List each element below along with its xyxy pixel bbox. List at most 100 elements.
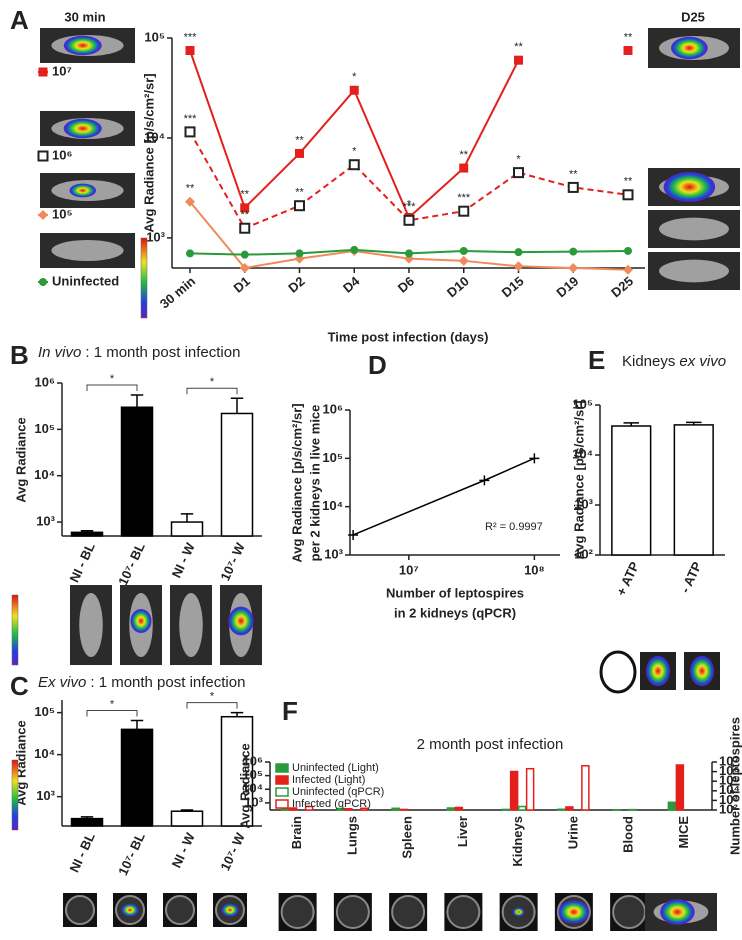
marker bbox=[569, 247, 578, 256]
x-tick-label: 10⁷- W bbox=[217, 830, 248, 873]
point bbox=[529, 453, 540, 464]
tick-label: 10⁶ bbox=[323, 401, 343, 416]
panel-title: 2 month post infection bbox=[417, 736, 564, 753]
x-tick-label: NI - BL bbox=[67, 830, 98, 874]
tick-label: 10³ bbox=[146, 229, 165, 244]
bar bbox=[220, 412, 254, 537]
tick-label: 10⁸ bbox=[524, 562, 545, 577]
bar bbox=[399, 808, 408, 811]
panel-letter: A bbox=[10, 5, 29, 35]
tick-label: 10² bbox=[719, 801, 738, 816]
tick-label: 10⁷ bbox=[399, 562, 419, 577]
x-tick-label: D10 bbox=[444, 273, 472, 300]
bar bbox=[557, 808, 566, 811]
marker bbox=[568, 263, 579, 273]
image bbox=[228, 606, 254, 636]
x-tick-label: - ATP bbox=[677, 559, 704, 595]
axis-title: in 2 kidneys (qPCR) bbox=[394, 605, 516, 620]
x-tick-label: D6 bbox=[395, 273, 417, 295]
tick-label: 10⁶ bbox=[243, 753, 263, 768]
bar bbox=[517, 805, 527, 811]
error-bar bbox=[230, 711, 244, 717]
tick-label: 10⁴ bbox=[34, 746, 55, 761]
point bbox=[479, 475, 490, 486]
x-tick-label: 30 min bbox=[157, 273, 198, 311]
legend-label: 10⁵ bbox=[52, 206, 73, 221]
error-bar bbox=[623, 422, 639, 427]
bar bbox=[501, 808, 511, 811]
tick-label: 10⁵ bbox=[34, 421, 55, 436]
legend-swatch bbox=[275, 799, 289, 809]
bar bbox=[288, 807, 298, 811]
error-bar bbox=[180, 513, 194, 523]
x-tick-label: Spleen bbox=[400, 816, 415, 859]
title-part: Ex vivo bbox=[38, 674, 86, 691]
image bbox=[660, 899, 695, 925]
point bbox=[348, 529, 359, 540]
legend-label: Infected (qPCR) bbox=[292, 798, 371, 810]
axis-title: Avg Radiance bbox=[237, 743, 252, 829]
significance: * bbox=[210, 691, 215, 703]
bar bbox=[611, 425, 652, 556]
image bbox=[646, 656, 670, 686]
marker bbox=[186, 249, 194, 258]
bar bbox=[525, 767, 535, 811]
x-tick-label: MICE bbox=[676, 816, 691, 849]
image-label: D25 bbox=[681, 9, 705, 24]
significance: ** bbox=[624, 31, 633, 43]
marker bbox=[239, 222, 251, 234]
tick-label: 10³ bbox=[574, 496, 593, 511]
image bbox=[65, 895, 95, 925]
bar bbox=[675, 764, 685, 811]
marker bbox=[295, 148, 304, 158]
colorbar bbox=[11, 759, 19, 831]
bar bbox=[344, 808, 353, 811]
significance: ** bbox=[624, 176, 633, 188]
marker bbox=[39, 278, 47, 286]
tick-label: 10³ bbox=[36, 788, 55, 803]
title-part: : 1 month post infection bbox=[90, 674, 245, 691]
marker bbox=[513, 167, 524, 179]
significance: ** bbox=[514, 41, 523, 53]
bracket bbox=[86, 710, 138, 717]
tick-label: 10³ bbox=[36, 513, 55, 528]
bar bbox=[170, 521, 204, 537]
image bbox=[130, 609, 152, 633]
significance: *** bbox=[184, 31, 198, 43]
x-tick-label: 10⁷- BL bbox=[115, 540, 148, 587]
image bbox=[512, 907, 525, 917]
marker bbox=[294, 200, 305, 212]
bar bbox=[391, 807, 400, 811]
x-tick-label: 10⁷- BL bbox=[115, 830, 148, 877]
marker bbox=[459, 163, 469, 173]
significance: ** bbox=[459, 149, 468, 161]
tick-label: 10⁷ bbox=[719, 753, 739, 768]
significance: * bbox=[210, 376, 215, 388]
tick-label: 10³ bbox=[244, 794, 263, 809]
significance: ** bbox=[240, 209, 249, 221]
image bbox=[63, 35, 102, 56]
marker bbox=[458, 205, 470, 217]
x-tick-label: Kidneys bbox=[510, 816, 525, 867]
legend-swatch bbox=[275, 763, 289, 773]
x-tick-label: D15 bbox=[499, 273, 527, 300]
image bbox=[690, 656, 714, 686]
legend-swatch bbox=[275, 787, 289, 797]
image bbox=[671, 36, 708, 60]
image bbox=[179, 593, 203, 657]
bracket bbox=[86, 384, 138, 392]
bar bbox=[667, 801, 677, 811]
legend-label: Uninfected bbox=[52, 273, 119, 288]
image bbox=[659, 259, 729, 283]
axis-title: Avg Radiance [p/s/cm²/sr] bbox=[571, 400, 586, 559]
tick-label: 10³ bbox=[324, 546, 343, 561]
marker bbox=[405, 249, 413, 258]
marker bbox=[295, 249, 304, 258]
significance: *** bbox=[184, 113, 198, 125]
image bbox=[335, 895, 370, 929]
marker bbox=[514, 248, 523, 257]
error-bar bbox=[80, 816, 94, 819]
image bbox=[446, 895, 481, 929]
x-tick-label: D4 bbox=[340, 273, 363, 296]
